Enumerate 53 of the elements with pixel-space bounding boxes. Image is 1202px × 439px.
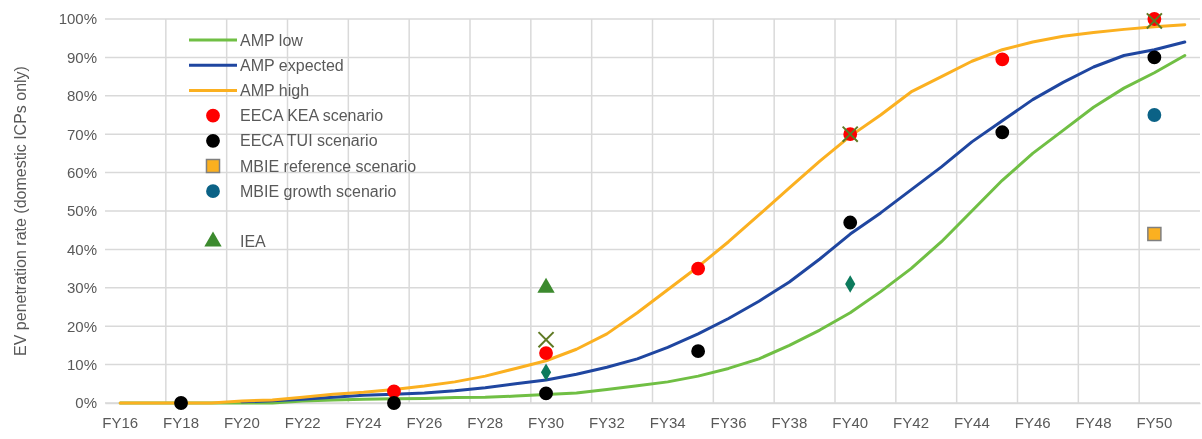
legend-label: AMP low bbox=[240, 31, 304, 49]
x-tick-label: FY24 bbox=[345, 413, 382, 431]
legend-label: EECA KEA scenario bbox=[240, 107, 384, 125]
x-tick-label: FY28 bbox=[467, 413, 504, 431]
legend-label: IEA bbox=[240, 233, 267, 251]
x-tick-label: FY48 bbox=[1075, 413, 1112, 431]
x-tick-label: FY34 bbox=[649, 413, 686, 431]
y-tick-label: 100% bbox=[58, 10, 97, 28]
legend-label: MBIE growth scenario bbox=[240, 182, 397, 200]
point bbox=[1147, 50, 1162, 65]
y-tick-label: 0% bbox=[75, 394, 97, 412]
x-tick-label: FY40 bbox=[832, 413, 869, 431]
x-tick-label: FY32 bbox=[588, 413, 625, 431]
point bbox=[539, 386, 553, 401]
legend-label: AMP expected bbox=[240, 56, 344, 74]
x-tick-label: FY36 bbox=[710, 413, 747, 431]
x-tick-label: FY18 bbox=[163, 413, 199, 431]
y-tick-label: 80% bbox=[66, 87, 97, 105]
y-axis-title: EV penetration rate (domestic ICPs only) bbox=[12, 66, 29, 356]
point bbox=[691, 261, 706, 276]
y-tick-label: 70% bbox=[66, 125, 97, 143]
point bbox=[174, 396, 188, 410]
legend-label: AMP high bbox=[240, 82, 310, 99]
point bbox=[1147, 108, 1162, 122]
point bbox=[387, 384, 401, 399]
x-tick-label: FY26 bbox=[406, 413, 443, 431]
point bbox=[387, 396, 401, 410]
x-tick-label: FY20 bbox=[223, 413, 260, 431]
x-tick-label: FY30 bbox=[528, 413, 564, 431]
x-tick-label: FY38 bbox=[771, 413, 808, 431]
point bbox=[1147, 226, 1162, 242]
y-tick-label: 10% bbox=[66, 355, 97, 373]
x-tick-label: FY50 bbox=[1136, 413, 1173, 431]
point bbox=[843, 215, 858, 230]
x-tick-label: FY46 bbox=[1014, 413, 1051, 431]
x-tick-label: FY16 bbox=[102, 413, 139, 431]
point bbox=[539, 346, 553, 360]
x-tick-label: FY22 bbox=[284, 413, 321, 431]
legend-label: MBIE reference scenario bbox=[240, 157, 417, 175]
x-tick-label: FY42 bbox=[893, 413, 929, 431]
y-tick-label: 20% bbox=[66, 317, 97, 335]
point bbox=[537, 331, 555, 349]
legend-label: EECA TUI scenario bbox=[240, 132, 378, 150]
y-tick-label: 40% bbox=[66, 240, 97, 258]
point bbox=[995, 52, 1010, 67]
point bbox=[1145, 12, 1163, 30]
y-tick-label: 60% bbox=[66, 163, 97, 181]
y-tick-label: 90% bbox=[66, 48, 97, 66]
x-tick-label: FY44 bbox=[953, 413, 990, 431]
y-tick-label: 50% bbox=[66, 202, 97, 220]
y-tick-label: 30% bbox=[66, 279, 97, 297]
point bbox=[995, 125, 1010, 140]
point bbox=[691, 344, 706, 359]
